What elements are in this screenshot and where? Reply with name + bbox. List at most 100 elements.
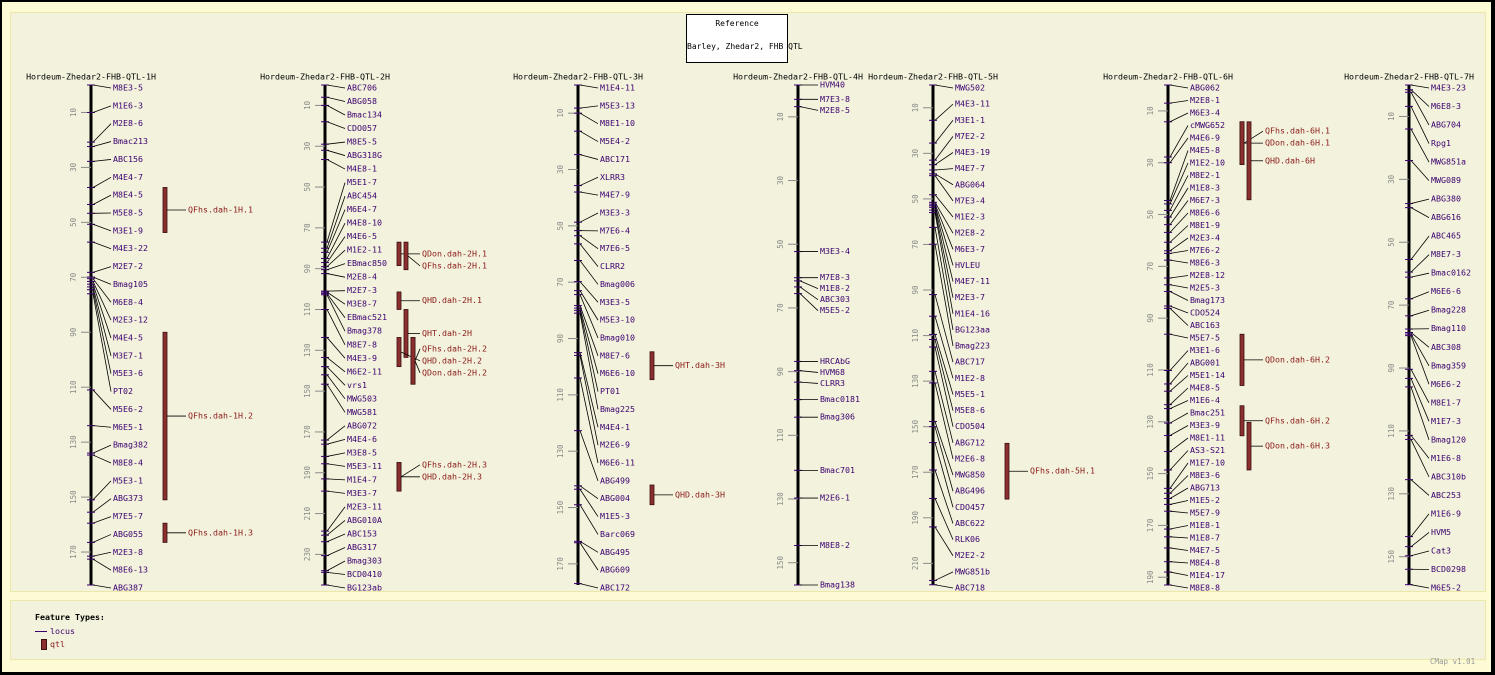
locus-label[interactable]: Bmag138 xyxy=(820,580,855,590)
locus-label[interactable]: M3E7-1 xyxy=(113,350,143,360)
locus-label[interactable]: MWG581 xyxy=(347,407,377,417)
locus-label[interactable]: M2E3-7 xyxy=(955,292,985,302)
locus-label[interactable]: M7E6-5 xyxy=(600,243,630,253)
qtl-label[interactable]: QFhs.dah-6H.2 xyxy=(1265,415,1330,425)
locus-label[interactable]: M8E6-13 xyxy=(113,565,148,575)
locus-label[interactable]: M8E7-8 xyxy=(347,339,377,349)
locus-label[interactable]: M1E5-2 xyxy=(1190,495,1220,505)
locus-label[interactable]: BG123ab xyxy=(347,583,382,593)
locus-label[interactable]: MWG851b xyxy=(955,566,990,576)
locus-label[interactable]: ABG055 xyxy=(113,529,143,539)
locus-label[interactable]: M6E6-10 xyxy=(600,368,635,378)
map-title[interactable]: Hordeum-Zhedar2-FHB-QTL-6H xyxy=(1103,72,1233,82)
locus-label[interactable]: M1E6-9 xyxy=(1431,508,1461,518)
locus-label[interactable]: Bmag306 xyxy=(820,412,855,422)
locus-label[interactable]: M8E6-6 xyxy=(1190,208,1220,218)
locus-label[interactable]: Bmag010 xyxy=(600,333,635,343)
locus-label[interactable]: Bmac0162 xyxy=(1431,268,1471,278)
locus-label[interactable]: M4E6-5 xyxy=(347,231,377,241)
locus-label[interactable]: ABG499 xyxy=(600,475,630,485)
locus-label[interactable]: M5E4-2 xyxy=(600,136,630,146)
locus-label[interactable]: M4E6-9 xyxy=(1190,133,1220,143)
map-title[interactable]: Hordeum-Zhedar2-FHB-QTL-2H xyxy=(260,72,390,82)
locus-label[interactable]: M1E8-1 xyxy=(1190,520,1220,530)
locus-label[interactable]: M8E5-5 xyxy=(347,137,377,147)
qtl-bar[interactable] xyxy=(403,241,409,271)
locus-label[interactable]: M4E3-23 xyxy=(1431,83,1466,93)
qtl-label[interactable]: QDon.dah-6H.3 xyxy=(1265,441,1330,451)
locus-label[interactable]: M1E8-2 xyxy=(820,283,850,293)
qtl-label[interactable]: QFhs.dah-1H.3 xyxy=(188,527,253,537)
locus-label[interactable]: ABC718 xyxy=(955,583,985,593)
locus-label[interactable]: ABG380 xyxy=(1431,194,1461,204)
locus-label[interactable]: ABG064 xyxy=(955,179,985,189)
locus-label[interactable]: M1E6-3 xyxy=(113,100,143,110)
locus-label[interactable]: M4E8-10 xyxy=(347,218,382,228)
locus-label[interactable]: M8E1-10 xyxy=(600,118,635,128)
locus-label[interactable]: ABC303 xyxy=(820,294,850,304)
qtl-bar[interactable] xyxy=(649,484,655,506)
qtl-bar[interactable] xyxy=(1004,442,1010,500)
locus-label[interactable]: M8E7-3 xyxy=(1431,249,1461,259)
locus-label[interactable]: M2E3-12 xyxy=(113,315,148,325)
locus-label[interactable]: M2E8-4 xyxy=(347,272,377,282)
locus-label[interactable]: M6E4-7 xyxy=(347,204,377,214)
locus-label[interactable]: HVM5 xyxy=(1431,527,1451,537)
locus-label[interactable]: CDO504 xyxy=(955,421,985,431)
locus-label[interactable]: M7E3-4 xyxy=(955,195,985,205)
locus-label[interactable]: M6E6-11 xyxy=(600,458,635,468)
locus-label[interactable]: M8E4-8 xyxy=(1190,558,1220,568)
locus-label[interactable]: M5E3-10 xyxy=(600,315,635,325)
locus-label[interactable]: ABC706 xyxy=(347,83,377,93)
locus-label[interactable]: Bmag228 xyxy=(1431,305,1466,315)
qtl-label[interactable]: QHD.dah-2H.3 xyxy=(422,471,482,481)
locus-label[interactable]: Bmag223 xyxy=(955,341,990,351)
locus-label[interactable]: M1E2-11 xyxy=(347,245,382,255)
locus-label[interactable]: HVM68 xyxy=(820,367,845,377)
locus-label[interactable]: M1E8-7 xyxy=(1190,533,1220,543)
locus-label[interactable]: M5E8-5 xyxy=(113,208,143,218)
locus-label[interactable]: M7E5-7 xyxy=(113,511,143,521)
locus-label[interactable]: M2E8-1 xyxy=(1190,95,1220,105)
locus-label[interactable]: M7E8-3 xyxy=(820,272,850,282)
locus-label[interactable]: M8E4-5 xyxy=(113,190,143,200)
locus-label[interactable]: ABC172 xyxy=(600,583,630,593)
locus-label[interactable]: M8E8-2 xyxy=(820,540,850,550)
locus-label[interactable]: M2E8-12 xyxy=(1190,270,1225,280)
locus-label[interactable]: ABG072 xyxy=(347,420,377,430)
locus-label[interactable]: CDO057 xyxy=(347,123,377,133)
locus-label[interactable]: ABG609 xyxy=(600,565,630,575)
locus-label[interactable]: ABC465 xyxy=(1431,231,1461,241)
qtl-bar[interactable] xyxy=(396,337,402,368)
locus-label[interactable]: M2E7-3 xyxy=(347,285,377,295)
locus-label[interactable]: M7E6-2 xyxy=(1190,245,1220,255)
locus-label[interactable]: M5E1-7 xyxy=(347,177,377,187)
locus-label[interactable]: M1E6-4 xyxy=(1190,395,1220,405)
locus-label[interactable]: CLRR3 xyxy=(820,378,845,388)
locus-label[interactable]: M5E5-2 xyxy=(820,305,850,315)
locus-label[interactable]: Bmac251 xyxy=(1190,408,1225,418)
locus-label[interactable]: M4E4-6 xyxy=(347,434,377,444)
qtl-label[interactable]: QDon.dah-6H.2 xyxy=(1265,354,1330,364)
qtl-bar[interactable] xyxy=(410,337,416,385)
locus-label[interactable]: ABC253 xyxy=(1431,490,1461,500)
locus-label[interactable]: Barc069 xyxy=(600,529,635,539)
qtl-label[interactable]: QHD.dah-2H.1 xyxy=(422,295,482,305)
locus-label[interactable]: M6E8-4 xyxy=(113,297,143,307)
locus-label[interactable]: M8E3-6 xyxy=(1190,470,1220,480)
locus-label[interactable]: M7E3-8 xyxy=(820,94,850,104)
locus-label[interactable]: MWG502 xyxy=(955,83,985,93)
locus-label[interactable]: ABG062 xyxy=(1190,83,1220,93)
qtl-label[interactable]: QHD.dah-2H.2 xyxy=(422,355,482,365)
locus-label[interactable]: M8E3-5 xyxy=(113,83,143,93)
locus-label[interactable]: Cat3 xyxy=(1431,545,1451,555)
locus-label[interactable]: ABG004 xyxy=(600,493,630,503)
locus-label[interactable]: Bmag382 xyxy=(113,440,148,450)
locus-label[interactable]: M6E8-3 xyxy=(1431,101,1461,111)
locus-label[interactable]: Bmac213 xyxy=(113,136,148,146)
locus-label[interactable]: M8E7-6 xyxy=(600,350,630,360)
locus-label[interactable]: HRCAbG xyxy=(820,356,850,366)
locus-label[interactable]: M8E1-11 xyxy=(1190,433,1225,443)
locus-label[interactable]: ABG058 xyxy=(347,96,377,106)
locus-label[interactable]: ABC163 xyxy=(1190,320,1220,330)
